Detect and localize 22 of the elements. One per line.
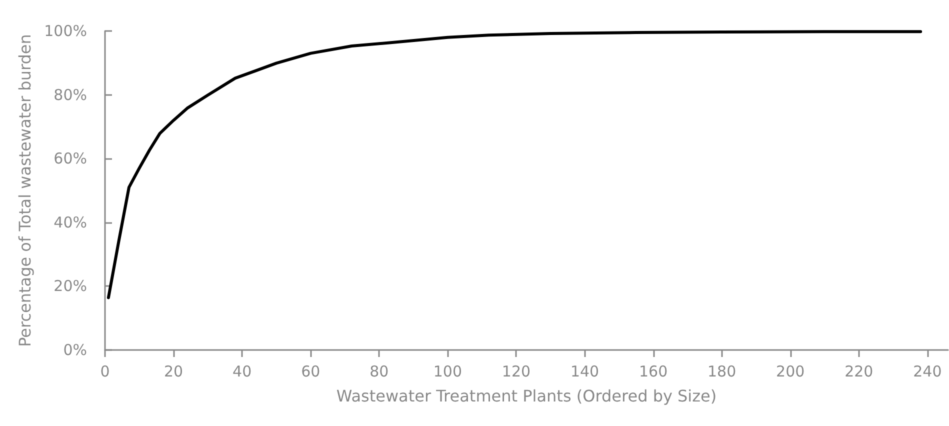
y-tick-label: 0%: [63, 341, 87, 359]
y-axis-title: Percentage of Total wastewater burden: [16, 34, 35, 347]
x-tick-label: 220: [844, 362, 874, 380]
x-axis-title: Wastewater Treatment Plants (Ordered by Size): [336, 386, 717, 406]
x-tick-label: 140: [570, 362, 600, 380]
x-tick-label: 0: [100, 362, 110, 380]
x-tick-label: 200: [776, 362, 805, 380]
x-tick-label: 20: [164, 362, 184, 380]
x-tick-label: 120: [502, 362, 531, 380]
line-series: [106, 30, 922, 300]
y-tick-label: 80%: [54, 86, 87, 104]
y-tick-label: 100%: [44, 22, 87, 40]
x-tick-label: 180: [708, 362, 736, 380]
y-tick-label: 20%: [54, 277, 87, 296]
y-tick-label: 60%: [54, 150, 87, 168]
x-tick-label: 60: [301, 362, 320, 380]
x-tick-label: 80: [370, 362, 389, 380]
x-tick-label: 40: [232, 362, 252, 380]
x-tick-label: 240: [913, 362, 942, 380]
x-tick-label: 100: [433, 362, 462, 380]
x-tick-label: 160: [638, 362, 668, 380]
y-tick-label: 40%: [54, 213, 87, 232]
